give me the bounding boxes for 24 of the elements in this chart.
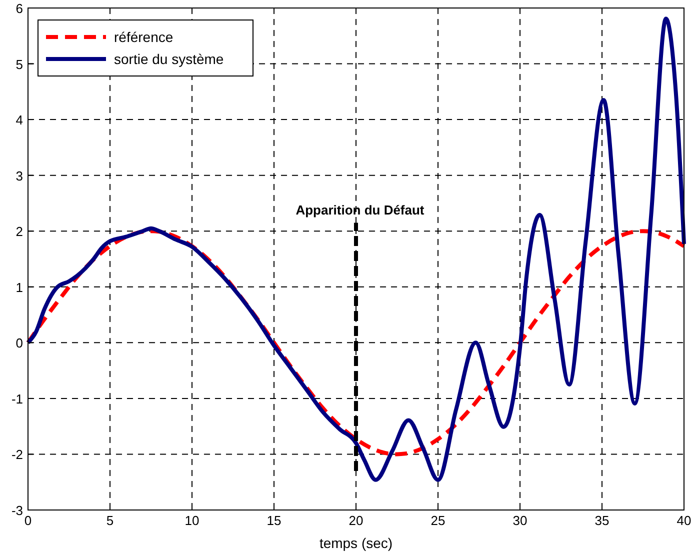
line-series: [26, 229, 686, 456]
x-axis-title: temps (sec): [319, 535, 393, 551]
y-tick-label: -2: [11, 447, 23, 462]
x-tick-label: 25: [430, 513, 446, 528]
y-tick-label: 1: [16, 280, 23, 295]
x-tick-label: 35: [594, 513, 610, 528]
line-series: [26, 16, 686, 482]
y-tick-label: 2: [16, 224, 23, 240]
x-tick-label: 30: [512, 513, 528, 528]
x-tick-label: 20: [348, 513, 364, 528]
x-tick-label: 15: [266, 513, 282, 528]
legend-label: référence: [114, 29, 174, 45]
y-tick-label: 0: [16, 336, 23, 351]
annotation: Apparition du Défaut: [296, 202, 425, 218]
y-tick-label: 4: [16, 112, 23, 128]
x-tick-label: 10: [184, 513, 200, 528]
x-tick-label: 40: [676, 513, 692, 528]
y-tick-label: -3: [11, 503, 23, 518]
y-tick-label: 5: [16, 56, 23, 72]
x-tick-label: 5: [106, 513, 114, 528]
y-tick-label: -1: [11, 391, 23, 406]
y-tick-label: 6: [16, 1, 23, 16]
y-tick-label: 3: [16, 168, 23, 184]
legend-label: sortie du système: [114, 51, 224, 67]
